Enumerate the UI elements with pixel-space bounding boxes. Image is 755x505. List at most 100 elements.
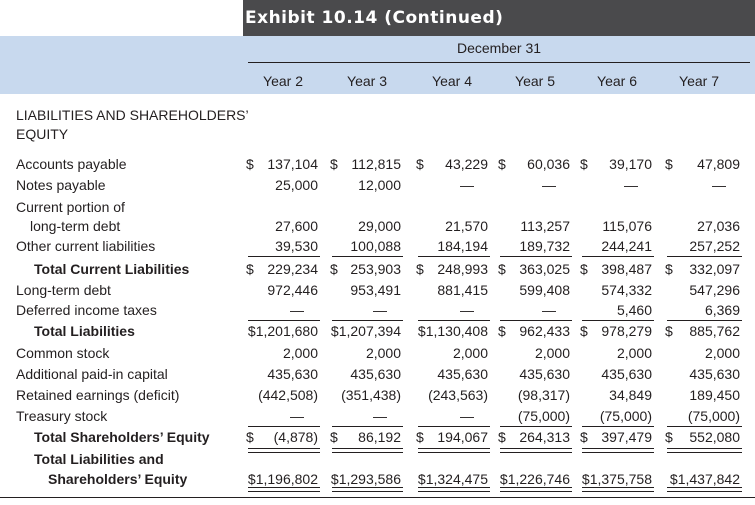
- cell-value: 248,993: [437, 261, 488, 277]
- cell-accounts-payable-col6: $47,809: [665, 156, 740, 174]
- cell-value: 2,000: [282, 345, 318, 361]
- cell-value: $1,196,802: [247, 471, 318, 487]
- cell-value: 47,809: [697, 156, 740, 172]
- cell-common-stock-col4: 2,000: [498, 345, 570, 363]
- cell-value: 29,000: [358, 218, 401, 234]
- cell-value: —: [712, 177, 726, 193]
- underline-other-current: [332, 256, 403, 257]
- dollar-sign: $: [580, 261, 588, 277]
- cell-total-current-col4: $363,025: [498, 261, 570, 279]
- cell-retained-earnings-col2: (351,438): [330, 387, 401, 405]
- cell-long-term-debt-col2: 953,491: [330, 282, 401, 300]
- double-underline-total-equity: [667, 448, 742, 453]
- cell-deferred-taxes-col6: 6,369: [665, 302, 740, 320]
- underline-treasury-stock: [248, 426, 320, 427]
- cell-common-stock-col6: 2,000: [665, 345, 740, 363]
- cell-value: 113,257: [520, 218, 570, 234]
- row-label-common-stock: Common stock: [16, 345, 110, 361]
- cell-total-liabilities-col1: $1,201,680: [246, 323, 318, 341]
- cell-value: 881,415: [437, 282, 488, 298]
- cell-value: $1,437,842: [669, 471, 740, 487]
- cell-current-portion-col5: 115,076: [580, 218, 652, 236]
- underline-treasury-stock: [500, 426, 572, 427]
- cell-notes-payable-col2: 12,000: [330, 177, 401, 195]
- cell-value: 112,815: [351, 156, 401, 172]
- double-underline-total-liab-equity: [248, 487, 320, 492]
- cell-value: 189,450: [689, 387, 740, 403]
- cell-total-current-col1: $229,234: [246, 261, 318, 279]
- cell-value: 363,025: [519, 261, 570, 277]
- cell-notes-payable-col6: —: [665, 177, 740, 195]
- double-underline-total-equity: [332, 448, 403, 453]
- cell-retained-earnings-col6: 189,450: [665, 387, 740, 405]
- cell-treasury-stock-col3: —: [416, 408, 488, 426]
- underline-other-current: [248, 256, 320, 257]
- cell-total-equity-col1: $ (4,878): [246, 429, 318, 447]
- cell-apic-col3: 435,630: [416, 366, 488, 384]
- cell-value: 39,170: [609, 156, 652, 172]
- cell-deferred-taxes-col1: —: [246, 302, 318, 320]
- cell-value: $1,324,475: [417, 471, 488, 487]
- cell-current-portion-col6: 27,036: [665, 218, 740, 236]
- column-header: Year 4: [432, 73, 472, 89]
- cell-total-liabilities-col5: $978,279: [580, 323, 652, 341]
- cell-value: 6,369: [704, 302, 740, 318]
- cell-value: 100,088: [350, 238, 401, 254]
- cell-value: (98,317): [517, 387, 570, 403]
- cell-value: (351,438): [341, 387, 401, 403]
- cell-value: 194,067: [437, 429, 488, 445]
- cell-value: 552,080: [689, 429, 740, 445]
- cell-deferred-taxes-col4: —: [498, 302, 570, 320]
- dollar-sign: $: [330, 156, 338, 172]
- cell-value: $1,201,680: [247, 323, 318, 339]
- row-label-other-current: Other current liabilities: [16, 238, 156, 254]
- cell-value: 244,241: [601, 238, 652, 254]
- cell-deferred-taxes-col3: —: [416, 302, 488, 320]
- cell-value: —: [290, 302, 304, 318]
- cell-value: 435,630: [437, 366, 488, 382]
- cell-long-term-debt-col5: 574,332: [580, 282, 652, 300]
- cell-value: $1,207,394: [330, 323, 401, 339]
- cell-current-portion-col3: 21,570: [416, 218, 488, 236]
- cell-long-term-debt-col4: 599,408: [498, 282, 570, 300]
- cell-treasury-stock-col4: (75,000): [498, 408, 570, 426]
- dollar-sign: $: [498, 323, 506, 339]
- cell-value: 332,097: [689, 261, 740, 277]
- cell-current-portion-col1: 27,600: [246, 218, 318, 236]
- cell-accounts-payable-col2: $112,815: [330, 156, 401, 174]
- cell-treasury-stock-col5: (75,000): [580, 408, 652, 426]
- bottom-rule: [0, 497, 755, 498]
- cell-deferred-taxes-col5: 5,460: [580, 302, 652, 320]
- date-label: December 31: [456, 40, 542, 56]
- underline-treasury-stock: [582, 426, 654, 427]
- date-rule: [248, 62, 750, 63]
- double-underline-total-equity: [500, 448, 572, 453]
- cell-current-portion-col4: 113,257: [498, 218, 570, 236]
- dollar-sign: $: [580, 323, 588, 339]
- underline-deferred-taxes: [332, 320, 403, 321]
- column-header: Year 7: [679, 73, 719, 89]
- underline-treasury-stock: [332, 426, 403, 427]
- cell-value: (243,563): [428, 387, 488, 403]
- cell-value: —: [373, 408, 387, 424]
- cell-total-liabilities-col2: $1,207,394: [330, 323, 401, 341]
- double-underline-total-liab-equity: [582, 487, 654, 492]
- cell-value: 27,036: [697, 218, 740, 234]
- cell-total-liab-equity-col2: $1,293,586: [330, 471, 401, 489]
- cell-value: 43,229: [445, 156, 488, 172]
- double-underline-total-liab-equity: [418, 487, 490, 492]
- cell-value: (4,878): [273, 429, 318, 445]
- double-underline-total-equity: [248, 448, 320, 453]
- cell-treasury-stock-col1: —: [246, 408, 318, 426]
- underline-other-current: [582, 256, 654, 257]
- cell-common-stock-col1: 2,000: [246, 345, 318, 363]
- row-label-long-term-debt: Long-term debt: [16, 282, 111, 298]
- dollar-sign: $: [580, 156, 588, 172]
- header-band: [0, 36, 755, 94]
- cell-total-liab-equity-col1: $1,196,802: [246, 471, 318, 489]
- cell-accounts-payable-col1: $137,104: [246, 156, 318, 174]
- cell-value: —: [460, 302, 474, 318]
- cell-value: 397,479: [601, 429, 652, 445]
- cell-notes-payable-col4: —: [498, 177, 570, 195]
- section-label: LIABILITIES AND SHAREHOLDERS’ EQUITY: [16, 107, 249, 142]
